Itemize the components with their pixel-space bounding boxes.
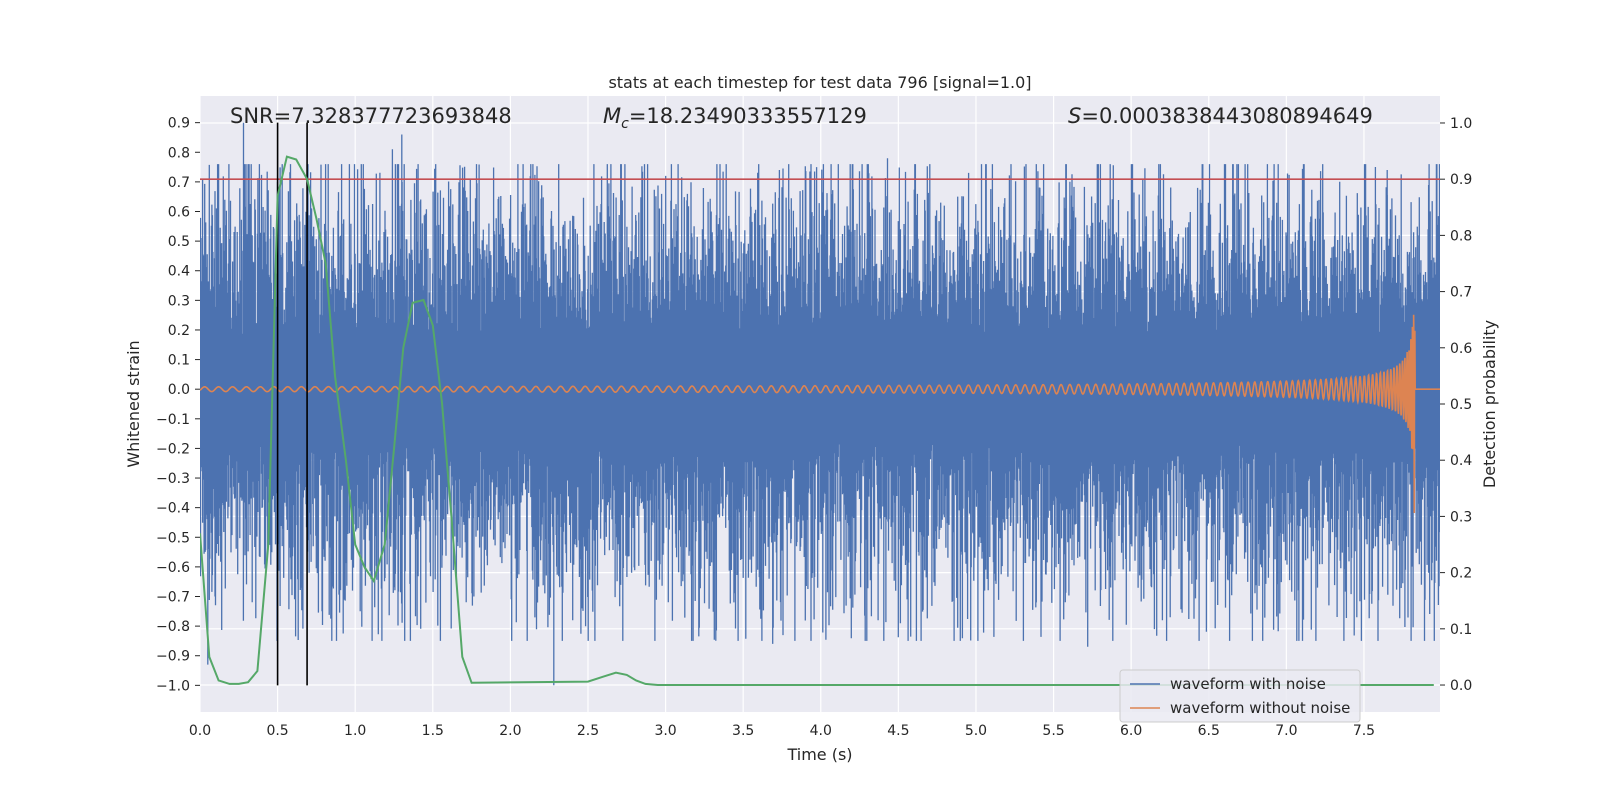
x-tick-label: 0.0 — [189, 723, 211, 739]
y-right-tick-label: 0.0 — [1450, 678, 1472, 694]
y-right-axis-label: Detection probability — [1480, 320, 1499, 488]
y-tick-label: 0.2 — [168, 323, 190, 339]
x-tick-label: 2.0 — [499, 723, 521, 739]
x-tick-label: 2.5 — [577, 723, 599, 739]
y-tick-label: −1.0 — [156, 678, 190, 694]
y-right-tick-label: 0.2 — [1450, 566, 1472, 582]
x-axis-ticks: 0.0 0.5 1.0 1.5 2.0 2.5 3.0 3.5 4.0 4.5 5.0 5.5 6.0 6… — [189, 723, 1375, 739]
snr-annotation: SNR=7.328377723693848 — [230, 104, 512, 128]
y-tick-label: −0.7 — [156, 590, 190, 606]
noisy-waveform-series — [200, 122, 1440, 686]
s-symbol: S — [1068, 104, 1081, 128]
x-tick-label: 3.0 — [654, 723, 676, 739]
x-tick-label: 6.5 — [1198, 723, 1220, 739]
legend-label-noise: waveform with noise — [1170, 675, 1326, 693]
y-right-axis-ticks: 1.0 0.9 0.8 0.7 0.6 0.5 0.4 0.3 0.2 0.1 0.0 — [1440, 116, 1472, 694]
y-right-tick-label: 1.0 — [1450, 116, 1472, 132]
y-axis-ticks: 0.9 0.8 0.7 0.6 0.5 0.4 0.3 0.2 0.1 0.0 −0.1 −0.2 −0… — [156, 116, 200, 694]
y-right-tick-label: 0.7 — [1450, 285, 1472, 301]
probability-line — [200, 155, 1434, 686]
chirp-mass-annotation: Mc=18.23490333557129 — [603, 104, 867, 132]
x-tick-label: 5.5 — [1042, 723, 1064, 739]
x-tick-label: 4.5 — [887, 723, 909, 739]
y-right-tick-label: 0.4 — [1450, 453, 1472, 469]
y-tick-label: 0.9 — [168, 116, 190, 132]
y-tick-label: 0.7 — [168, 175, 190, 191]
legend: waveform with noise waveform without noi… — [1119, 669, 1361, 723]
y-tick-label: 0.3 — [168, 293, 190, 309]
y-right-tick-label: 0.3 — [1450, 509, 1472, 525]
chirp-mass-value: =18.23490333557129 — [629, 104, 867, 128]
y-tick-label: −0.2 — [156, 441, 190, 457]
x-tick-label: 7.0 — [1275, 723, 1297, 739]
noise-waveform-line — [200, 122, 1440, 686]
y-tick-label: 0.6 — [168, 205, 190, 221]
probability-series — [200, 155, 1434, 686]
y-right-tick-label: 0.8 — [1450, 228, 1472, 244]
y-tick-label: 0.5 — [168, 234, 190, 250]
chirp-mass-subscript: c — [621, 116, 629, 132]
x-tick-label: 1.5 — [422, 723, 444, 739]
legend-label-clean: waveform without noise — [1170, 699, 1350, 717]
x-tick-label: 3.5 — [732, 723, 754, 739]
y-tick-label: −0.6 — [156, 560, 190, 576]
x-tick-label: 6.0 — [1120, 723, 1142, 739]
y-tick-label: −0.1 — [156, 412, 190, 428]
y-tick-label: 0.1 — [168, 353, 190, 369]
y-tick-label: −0.3 — [156, 471, 190, 487]
x-axis-label: Time (s) — [786, 745, 852, 764]
clean-waveform-line — [200, 314, 1440, 514]
y-tick-label: 0.8 — [168, 145, 190, 161]
s-value: =0.0003838443080894649 — [1081, 104, 1373, 128]
y-tick-label: −0.9 — [156, 649, 190, 665]
chirp-mass-symbol: M — [603, 104, 621, 128]
y-tick-label: −0.4 — [156, 501, 190, 517]
legend-box — [1119, 669, 1361, 723]
x-tick-label: 7.5 — [1353, 723, 1375, 739]
y-tick-label: −0.8 — [156, 619, 190, 635]
x-tick-label: 4.0 — [810, 723, 832, 739]
s-annotation: S=0.0003838443080894649 — [1068, 104, 1373, 128]
y-tick-label: −0.5 — [156, 530, 190, 546]
y-right-tick-label: 0.5 — [1450, 397, 1472, 413]
clean-waveform-series — [200, 314, 1440, 514]
x-tick-label: 5.0 — [965, 723, 987, 739]
y-tick-label: 0.0 — [168, 382, 190, 398]
y-axis-label: Whitened strain — [124, 340, 143, 467]
y-tick-label: 0.4 — [168, 264, 190, 280]
chart-title: stats at each timestep for test data 796… — [608, 73, 1031, 92]
y-right-tick-label: 0.1 — [1450, 622, 1472, 638]
x-tick-label: 1.0 — [344, 723, 366, 739]
y-right-tick-label: 0.9 — [1450, 172, 1472, 188]
x-tick-label: 0.5 — [266, 723, 288, 739]
y-right-tick-label: 0.6 — [1450, 341, 1472, 357]
